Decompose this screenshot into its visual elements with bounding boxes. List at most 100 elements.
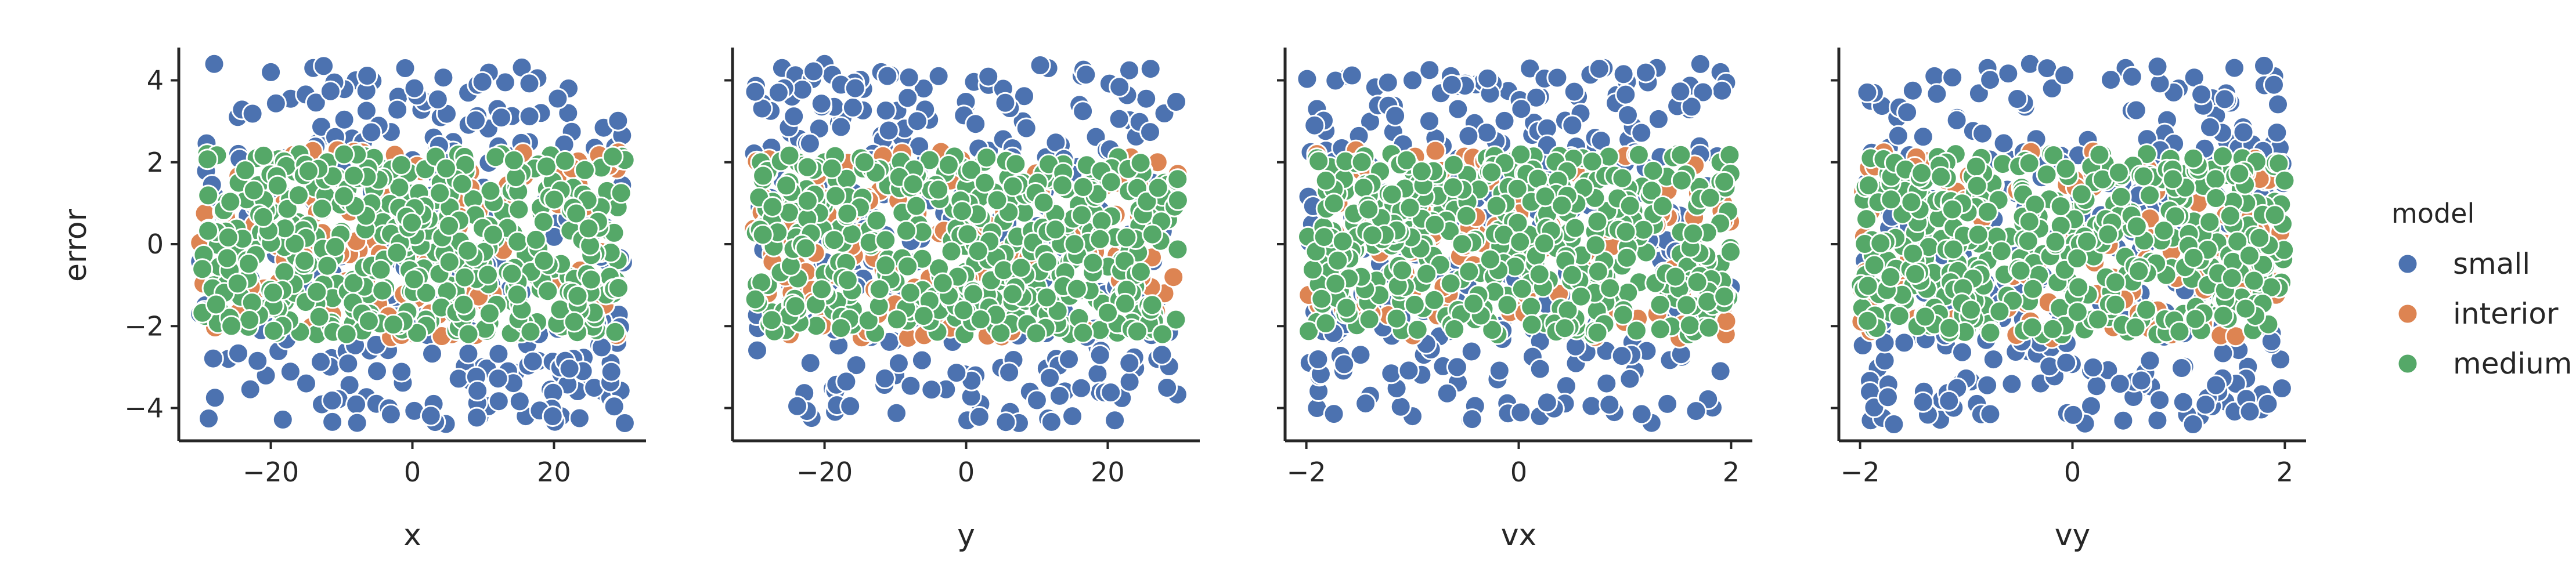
point-small bbox=[1049, 385, 1070, 407]
point-small bbox=[1333, 353, 1355, 375]
point-small bbox=[204, 387, 226, 409]
point-medium bbox=[2022, 278, 2044, 300]
point-medium bbox=[1641, 180, 1663, 202]
point-small bbox=[607, 110, 629, 132]
point-medium bbox=[2235, 298, 2257, 320]
point-small bbox=[600, 361, 622, 383]
point-medium bbox=[1930, 166, 1952, 188]
point-medium bbox=[1551, 194, 1573, 216]
point-medium bbox=[252, 206, 275, 228]
point-small bbox=[1529, 358, 1551, 380]
point-medium bbox=[1381, 183, 1403, 205]
point-medium bbox=[1966, 175, 1988, 197]
legend-title: model bbox=[2391, 198, 2474, 229]
point-medium bbox=[1880, 188, 1902, 211]
point-medium bbox=[2088, 144, 2110, 166]
point-small bbox=[467, 380, 489, 402]
point-medium bbox=[574, 159, 596, 181]
point-small bbox=[279, 361, 301, 383]
point-small bbox=[522, 350, 544, 372]
point-medium bbox=[554, 150, 576, 172]
point-medium bbox=[403, 269, 425, 291]
point-medium bbox=[2221, 267, 2243, 289]
point-medium bbox=[905, 195, 928, 217]
point-medium bbox=[1141, 294, 1163, 316]
point-small bbox=[1647, 108, 1669, 130]
point-medium bbox=[1902, 242, 1924, 264]
x-axis-label: x bbox=[403, 518, 421, 553]
point-medium bbox=[836, 269, 858, 291]
point-small bbox=[366, 360, 388, 382]
point-medium bbox=[243, 179, 265, 201]
point-small bbox=[2062, 404, 2084, 426]
point-small bbox=[1419, 59, 1441, 81]
point-medium bbox=[1904, 263, 1926, 285]
point-medium bbox=[1152, 323, 1174, 345]
point-small bbox=[490, 107, 513, 129]
legend-marker-interior bbox=[2397, 303, 2419, 325]
point-small bbox=[1896, 102, 1918, 124]
point-medium bbox=[1147, 177, 1169, 199]
point-medium bbox=[1911, 162, 1933, 184]
point-small bbox=[886, 402, 907, 424]
point-medium bbox=[2238, 245, 2260, 267]
point-medium bbox=[537, 280, 559, 302]
point-small bbox=[2267, 93, 2289, 115]
point-medium bbox=[1554, 317, 1576, 339]
series-medium bbox=[192, 143, 636, 345]
point-small bbox=[1972, 122, 1993, 144]
point-small bbox=[265, 92, 287, 114]
point-medium bbox=[895, 220, 917, 242]
point-medium bbox=[1615, 221, 1637, 243]
point-medium bbox=[762, 196, 784, 218]
point-medium bbox=[1167, 168, 1189, 190]
point-medium bbox=[438, 215, 460, 237]
point-small bbox=[1304, 114, 1326, 136]
point-medium bbox=[252, 144, 275, 166]
point-small bbox=[1436, 382, 1458, 404]
point-medium bbox=[796, 190, 818, 212]
point-small bbox=[239, 378, 261, 400]
point-medium bbox=[438, 251, 460, 273]
point-medium bbox=[543, 188, 565, 211]
point-medium bbox=[479, 180, 502, 202]
point-small bbox=[1912, 391, 1934, 413]
point-small bbox=[1419, 110, 1440, 132]
point-small bbox=[448, 368, 470, 390]
point-small bbox=[767, 82, 789, 104]
point-medium bbox=[1510, 143, 1532, 165]
point-small bbox=[1108, 108, 1130, 130]
point-small bbox=[965, 113, 987, 135]
point-medium bbox=[532, 211, 554, 233]
point-medium bbox=[485, 146, 507, 168]
point-small bbox=[2266, 122, 2288, 144]
point-small bbox=[783, 106, 805, 128]
point-small bbox=[1599, 394, 1621, 416]
point-medium bbox=[1036, 287, 1058, 309]
point-medium bbox=[343, 165, 365, 187]
point-medium bbox=[1072, 176, 1094, 198]
point-small bbox=[1058, 348, 1080, 370]
point-small bbox=[321, 390, 343, 411]
point-medium bbox=[284, 233, 306, 255]
legend-label-small: small bbox=[2453, 247, 2530, 281]
point-medium bbox=[902, 173, 924, 195]
point-small bbox=[1441, 74, 1463, 96]
point-small bbox=[1296, 68, 1318, 90]
point-medium bbox=[823, 229, 845, 251]
point-medium bbox=[226, 273, 248, 295]
point-small bbox=[1447, 98, 1469, 120]
point-medium bbox=[333, 185, 355, 207]
point-medium bbox=[1967, 224, 1989, 245]
series-medium bbox=[1850, 143, 2296, 345]
point-small bbox=[1689, 53, 1711, 75]
y-tick-label: −4 bbox=[124, 393, 164, 424]
point-medium bbox=[2227, 230, 2249, 252]
point-medium bbox=[239, 309, 261, 331]
point-medium bbox=[1671, 169, 1693, 191]
point-small bbox=[198, 408, 219, 429]
point-small bbox=[1877, 386, 1899, 408]
point-medium bbox=[2164, 205, 2187, 227]
point-small bbox=[432, 67, 454, 89]
